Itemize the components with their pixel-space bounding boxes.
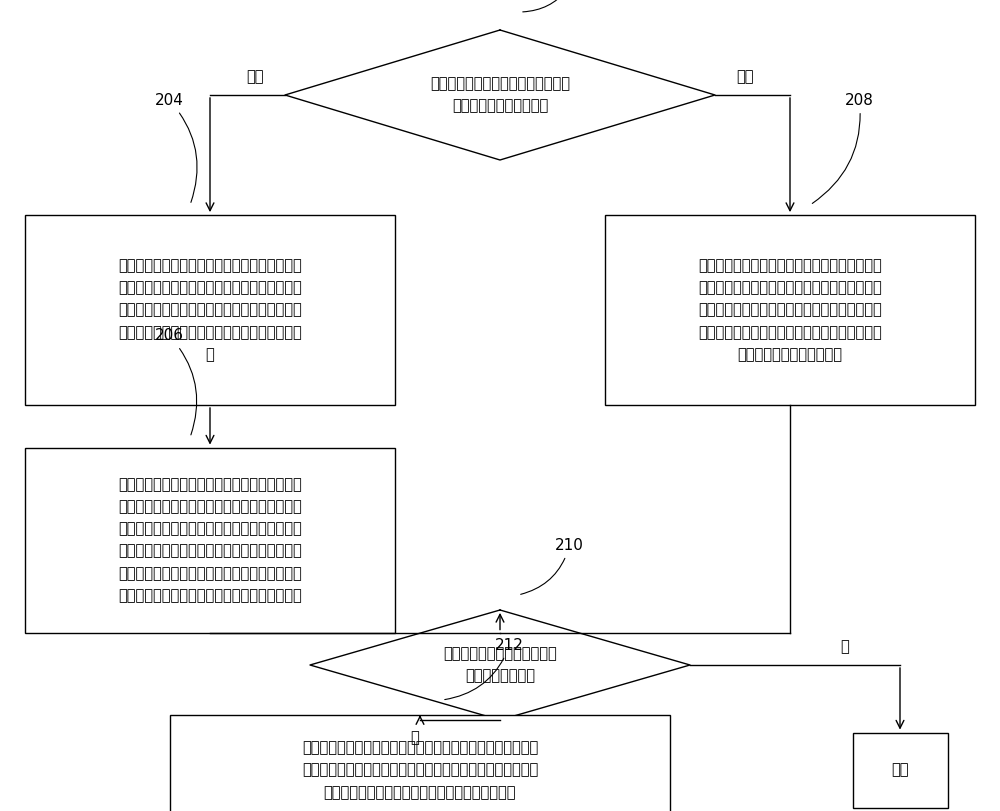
Text: 从第一信息表中获取包含有一类文件头信息的文件编号，根据
包含有一类文件头信息的文件编号获取相应的一类理赔影像文
件，将一类理赔影像文件从所述第一存储设备清除: 从第一信息表中获取包含有一类文件头信息的文件编号，根据 包含有一类文件头信息的文… [302, 740, 538, 800]
Text: 210: 210 [521, 538, 584, 594]
Text: 二类: 二类 [736, 70, 754, 84]
Text: 208: 208 [812, 93, 874, 204]
Text: 为理赔影像文件分配包含有一类文件头信息的文
件编号，将理赔影像文件存储到第一存储设备，
获取与理赔影像文件对应的第一存储地址，将第
一存储地址与文件编号进行关联: 为理赔影像文件分配包含有一类文件头信息的文 件编号，将理赔影像文件存储到第一存储… [118, 258, 302, 362]
Text: 一类: 一类 [246, 70, 264, 84]
Bar [170, 715, 670, 811]
Text: 结束: 结束 [891, 762, 909, 778]
Text: 摄收上传的理赔影像文件，识别理赔
影像文件对应的文件类型: 摄收上传的理赔影像文件，识别理赔 影像文件对应的文件类型 [430, 76, 570, 114]
Text: 从第一信息表中获取包含有一类文件头信息的文
件编号，根据包含有一类文件头信息的文件编号
获取第一存储设备上的一类理赔影像文件，将一
类理赔影像文件存储到与第一存: 从第一信息表中获取包含有一类文件头信息的文 件编号，根据包含有一类文件头信息的文… [118, 477, 302, 603]
Bar [605, 215, 975, 405]
Bar [25, 215, 395, 405]
Text: 202: 202 [523, 0, 589, 12]
Text: 206: 206 [155, 328, 197, 435]
Text: 否: 否 [841, 640, 849, 654]
Bar [25, 448, 395, 633]
Bar [852, 732, 948, 808]
Text: 204: 204 [155, 93, 197, 203]
Text: 是: 是 [411, 731, 419, 745]
Text: 判断第一存储设备的存储空间
是否小于预设阈值: 判断第一存储设备的存储空间 是否小于预设阈值 [443, 646, 557, 684]
Text: 为理赔影像文件分配包含有二类文件头信息的文
件编号，将二类影像文件存储到第一存储设备，
获取与理赔影像文件对应的第二存储地址，将第
二存储地址与包含有二类文件头: 为理赔影像文件分配包含有二类文件头信息的文 件编号，将二类影像文件存储到第一存储… [698, 258, 882, 362]
Text: 212: 212 [445, 638, 524, 700]
